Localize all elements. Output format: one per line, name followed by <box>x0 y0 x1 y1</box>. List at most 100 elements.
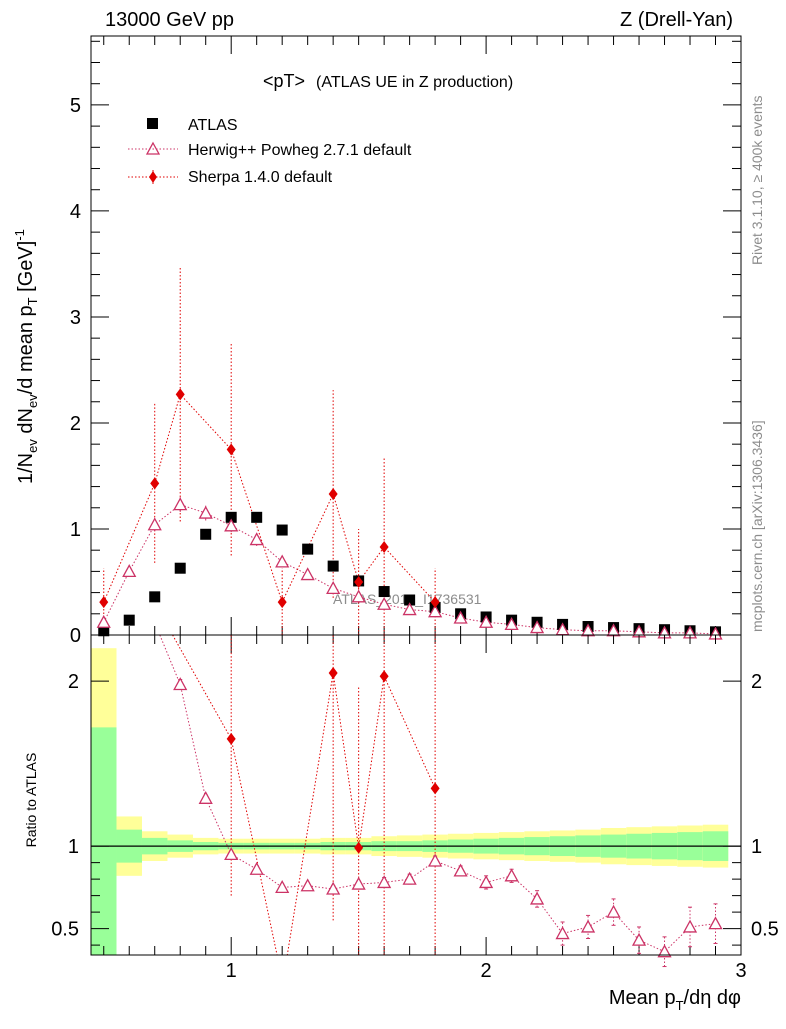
herwig-point <box>300 567 315 581</box>
legend-marker-sherpa <box>149 171 157 183</box>
ratio-herwig-point <box>682 919 698 933</box>
ratio-sherpa-line <box>172 634 436 956</box>
ratio-data-layer <box>159 634 723 968</box>
herwig-point <box>351 589 366 603</box>
legend-marker-herwig <box>145 141 161 155</box>
ratio-herwig-point <box>249 861 264 875</box>
ratio-x-tick-labels: 1 2 3 <box>226 960 747 982</box>
herwig-point <box>402 602 417 616</box>
atlas-point <box>251 511 263 523</box>
ratio-sherpa-point <box>379 670 389 683</box>
mcplots-label: mcplots.cern.ch [arXiv:1306.3436] <box>749 420 765 632</box>
ratio-sherpa-point <box>430 782 440 795</box>
herwig-point <box>96 614 111 628</box>
ratio-herwig-point <box>453 863 468 877</box>
ratio-herwig-point <box>173 677 188 691</box>
main-y-axis-label: 1/Nev dNev/d mean pT [GeV]-1 <box>12 229 40 484</box>
rivet-label: Rivet 3.1.10, ≥ 400k events <box>749 95 765 265</box>
ratio-herwig-point <box>224 847 239 861</box>
ratio-herwig-point <box>479 875 494 889</box>
ratio-herwig-point <box>402 871 417 885</box>
ratio-herwig-point <box>504 868 519 882</box>
ratio-frame-box <box>90 634 742 956</box>
ratio-herwig-point <box>275 880 290 894</box>
ratio-axis-ticks <box>91 635 742 955</box>
sherpa-point <box>175 388 185 401</box>
ratio-ytick-label-right: 0.5 <box>751 919 779 941</box>
legend-marker-atlas <box>147 118 158 129</box>
main-ytick-label: 5 <box>70 95 81 117</box>
legend-label-atlas: ATLAS <box>188 117 238 134</box>
ratio-herwig-point <box>351 876 366 890</box>
legend: ATLAS Herwig++ Powheg 2.7.1 default Sher… <box>128 117 412 186</box>
atlas-point <box>98 625 110 637</box>
ratio-sherpa-point <box>328 666 338 679</box>
header-energy: 13000 GeV pp <box>105 9 234 31</box>
herwig-point <box>147 517 162 531</box>
herwig-point <box>198 505 213 519</box>
herwig-point <box>224 518 239 532</box>
herwig-point <box>249 532 264 546</box>
ratio-herwig-point <box>606 904 621 918</box>
atlas-point <box>302 543 314 555</box>
herwig-point <box>504 617 519 631</box>
chart-title-main: <pT> <box>263 71 305 91</box>
ratio-y-axis-label: Ratio to ATLAS <box>23 753 39 848</box>
ratio-stat-band <box>91 727 117 955</box>
main-y-tick-labels: 0 1 2 3 4 5 <box>70 95 81 647</box>
chart-title-sub: (ATLAS UE in Z production) <box>316 74 513 91</box>
herwig-point <box>173 497 188 511</box>
ratio-ytick-label-left: 2 <box>68 671 79 693</box>
main-ytick-label: 1 <box>70 519 81 541</box>
ratio-ytick-label-right: 2 <box>751 671 762 693</box>
sherpa-point <box>430 596 440 609</box>
atlas-point <box>404 594 416 606</box>
ratio-ytick-label-right: 1 <box>751 836 762 858</box>
ratio-herwig-point <box>300 878 315 892</box>
main-ytick-label: 2 <box>70 413 81 435</box>
header-process: Z (Drell-Yan) <box>620 9 733 31</box>
ratio-xtick-label: 1 <box>226 960 237 982</box>
ratio-ytick-label-left: 0.5 <box>51 919 79 941</box>
ratio-sherpa-point <box>354 841 364 854</box>
ratio-frame <box>90 634 742 956</box>
ratio-uncertainty-bands <box>91 648 741 955</box>
sherpa-point <box>226 443 236 456</box>
atlas-point <box>378 586 390 598</box>
legend-label-sherpa: Sherpa 1.4.0 default <box>188 169 333 186</box>
herwig-point <box>453 610 468 624</box>
ratio-herwig-point <box>631 932 647 946</box>
main-ytick-label: 0 <box>70 625 81 647</box>
main-data-layer <box>96 267 723 640</box>
herwig-point <box>428 604 443 618</box>
atlas-point <box>225 511 237 523</box>
sherpa-line <box>103 393 436 604</box>
ratio-herwig-point <box>580 919 596 933</box>
herwig-point <box>529 620 545 634</box>
herwig-point <box>326 580 341 595</box>
herwig-point <box>275 554 290 568</box>
atlas-point <box>174 562 186 574</box>
sherpa-point <box>150 477 160 490</box>
sherpa-point <box>277 596 287 609</box>
main-ytick-label: 4 <box>70 201 81 223</box>
ratio-herwig-point <box>529 891 545 905</box>
atlas-point <box>123 614 135 626</box>
herwig-point <box>479 614 494 628</box>
herwig-point <box>377 596 392 610</box>
sherpa-point <box>328 487 338 500</box>
atlas-point <box>149 591 161 603</box>
ratio-herwig-point <box>708 916 723 930</box>
ratio-herwig-point <box>555 926 570 940</box>
ratio-xtick-label: 2 <box>481 960 492 982</box>
sherpa-point <box>354 575 364 588</box>
ratio-herwig-point <box>198 790 213 804</box>
ratio-herwig-point <box>326 881 341 895</box>
atlas-point <box>200 528 212 540</box>
sherpa-point <box>379 541 389 554</box>
ratio-herwig-point <box>657 944 672 958</box>
sherpa-point <box>99 596 109 609</box>
x-axis-label: Mean pT/dη dφ <box>609 987 741 1013</box>
